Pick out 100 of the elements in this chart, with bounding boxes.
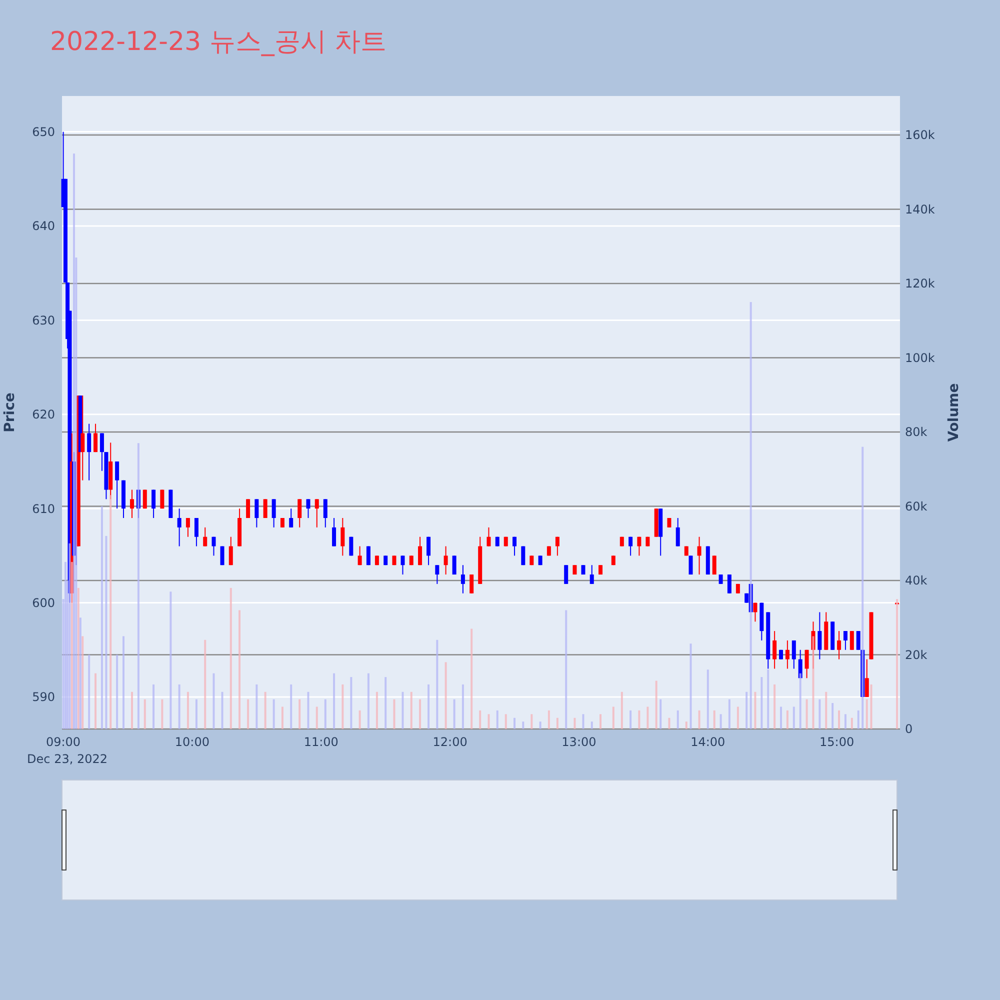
- bar: [838, 710, 840, 729]
- x-tick-label: 11:00: [304, 735, 338, 749]
- bar: [444, 662, 447, 729]
- candlestick: [228, 536, 233, 566]
- candlestick: [850, 630, 854, 650]
- candlestick: [718, 574, 723, 584]
- bar: [539, 722, 542, 729]
- y2-tick-label: 160k: [905, 128, 935, 142]
- candlestick: [486, 526, 491, 547]
- bar: [660, 699, 662, 729]
- y-tick-label: 600: [32, 596, 55, 610]
- bar: [436, 640, 438, 729]
- bar: [600, 714, 602, 729]
- bar: [479, 710, 482, 729]
- bar: [866, 699, 868, 729]
- bar: [685, 722, 688, 729]
- bar: [728, 699, 730, 729]
- candlestick: [272, 498, 276, 528]
- bar: [565, 610, 568, 729]
- candlestick: [785, 640, 790, 670]
- candlestick: [130, 489, 134, 518]
- bar: [786, 710, 788, 729]
- x-tick-label: 09:00: [46, 735, 81, 749]
- candlestick: [400, 555, 405, 576]
- y2-tick-label: 100k: [905, 350, 935, 365]
- bar: [706, 670, 709, 729]
- candlestick: [263, 498, 268, 518]
- candlestick: [194, 518, 198, 547]
- y2-tick-label: 80k: [905, 425, 928, 440]
- y2-tick-label: 20k: [905, 648, 928, 662]
- bar: [402, 692, 404, 729]
- bar: [792, 706, 795, 729]
- bar: [393, 699, 396, 729]
- bar: [186, 692, 189, 729]
- bar: [453, 699, 456, 729]
- x-tick-label: 13:00: [562, 735, 596, 749]
- candlestick: [460, 564, 465, 594]
- bar: [316, 706, 318, 729]
- bar: [342, 684, 344, 729]
- x-tick-label: 10:00: [174, 735, 210, 749]
- candlestick: [246, 498, 250, 518]
- bar: [504, 714, 507, 729]
- bar: [324, 699, 326, 729]
- bar: [88, 654, 90, 729]
- candlestick: [212, 536, 216, 556]
- candlestick: [804, 649, 809, 679]
- y2-tick-label: 60k: [905, 499, 928, 514]
- bar: [818, 699, 821, 729]
- bar: [736, 706, 739, 729]
- bar: [178, 684, 180, 729]
- candlestick: [426, 536, 431, 566]
- candlestick: [564, 564, 568, 584]
- bar: [170, 592, 172, 729]
- y-tick-label: 590: [32, 690, 55, 704]
- bar: [195, 699, 198, 729]
- bar: [774, 684, 776, 729]
- candlestick: [818, 612, 822, 660]
- text: Dec 23, 2022: [27, 752, 108, 766]
- bar: [655, 680, 658, 729]
- candlestick: [435, 564, 440, 584]
- bar: [556, 718, 558, 729]
- candlestick: [280, 518, 284, 528]
- candlestick: [843, 630, 848, 650]
- candlestick: [628, 536, 633, 556]
- y-tick-label: 650: [32, 124, 55, 139]
- x-tick-label: 14:00: [690, 735, 726, 749]
- bar: [862, 446, 864, 729]
- bar: [77, 588, 80, 729]
- chart-title: 2022-12-23 뉴스_공시 차트: [50, 27, 387, 57]
- bar: [780, 706, 782, 729]
- candlestick: [332, 518, 336, 547]
- x-tick-label: 12:00: [432, 735, 468, 749]
- bar: [428, 684, 430, 729]
- bar: [152, 684, 155, 729]
- bar: [230, 588, 232, 729]
- candlestick: [152, 489, 156, 518]
- y-tick-label: 630: [32, 313, 55, 328]
- candlestick: [142, 489, 147, 510]
- bar: [144, 699, 146, 729]
- candlestick: [115, 460, 120, 510]
- candlestick: [712, 555, 716, 576]
- bar: [419, 699, 422, 729]
- candlestick: [727, 574, 732, 594]
- candlestick: [792, 640, 796, 670]
- bar: [488, 714, 490, 729]
- candlestick: [94, 423, 98, 453]
- bar: [376, 692, 378, 729]
- bar: [384, 677, 387, 729]
- bar: [333, 673, 336, 729]
- y2-axis-title: Volume: [946, 383, 962, 442]
- y-tick-label: 620: [32, 408, 55, 422]
- bar: [410, 692, 412, 729]
- candlestick: [667, 518, 672, 528]
- candlestick: [676, 518, 680, 547]
- bar: [590, 722, 593, 729]
- candlestick: [697, 536, 702, 576]
- bar: [105, 536, 108, 729]
- candlestick: [418, 536, 422, 566]
- candlestick: [203, 526, 208, 547]
- bar: [496, 710, 498, 729]
